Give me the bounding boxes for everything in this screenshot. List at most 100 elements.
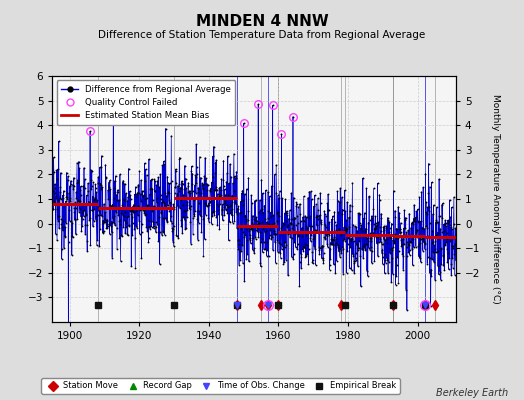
Point	[268, 221, 276, 228]
Point	[445, 222, 454, 228]
Point	[209, 208, 217, 215]
Point	[397, 229, 405, 236]
Point	[238, 260, 247, 266]
Point	[419, 248, 427, 254]
Point	[271, 239, 279, 246]
Point	[193, 208, 202, 214]
Point	[368, 260, 376, 266]
Point	[280, 244, 289, 250]
Point	[252, 226, 260, 233]
Point	[254, 101, 263, 108]
Point	[242, 256, 250, 262]
Point	[438, 202, 446, 208]
Point	[82, 211, 91, 217]
Point	[134, 212, 142, 219]
Point	[292, 203, 300, 209]
Point	[217, 176, 225, 182]
Point	[419, 234, 428, 240]
Point	[363, 235, 372, 241]
Point	[290, 214, 299, 221]
Point	[293, 246, 301, 252]
Point	[64, 173, 72, 179]
Point	[259, 190, 267, 196]
Point	[333, 229, 341, 235]
Point	[146, 191, 154, 198]
Point	[436, 268, 444, 275]
Point	[55, 213, 63, 219]
Point	[121, 230, 129, 236]
Point	[409, 262, 417, 268]
Point	[120, 196, 128, 203]
Point	[92, 216, 100, 223]
Point	[335, 245, 344, 251]
Point	[80, 206, 89, 213]
Point	[323, 231, 331, 237]
Point	[144, 216, 152, 223]
Point	[191, 182, 199, 188]
Point	[147, 223, 156, 230]
Point	[126, 208, 134, 214]
Point	[340, 228, 348, 234]
Point	[99, 217, 107, 224]
Point	[346, 238, 355, 244]
Point	[318, 243, 326, 250]
Point	[379, 254, 387, 260]
Point	[286, 220, 294, 226]
Point	[188, 195, 196, 201]
Point	[300, 218, 308, 224]
Point	[189, 196, 198, 202]
Point	[88, 207, 96, 213]
Point	[215, 226, 224, 232]
Point	[278, 246, 286, 252]
Point	[408, 233, 416, 240]
Point	[276, 250, 284, 256]
Point	[228, 199, 237, 206]
Point	[374, 180, 382, 186]
Point	[175, 156, 183, 162]
Point	[213, 186, 221, 193]
Point	[358, 175, 367, 182]
Point	[54, 138, 63, 144]
Point	[260, 246, 268, 253]
Point	[432, 232, 441, 238]
Point	[421, 246, 429, 252]
Point	[341, 187, 349, 194]
Point	[200, 173, 209, 179]
Point	[315, 251, 323, 257]
Point	[382, 222, 390, 229]
Point	[312, 214, 321, 220]
Point	[361, 210, 369, 216]
Point	[181, 226, 189, 232]
Point	[279, 261, 288, 268]
Point	[446, 238, 454, 244]
Point	[329, 241, 337, 247]
Point	[225, 219, 234, 225]
Point	[173, 190, 181, 197]
Point	[346, 202, 354, 208]
Point	[305, 223, 314, 230]
Point	[248, 220, 257, 226]
Point	[117, 210, 126, 216]
Text: Difference of Station Temperature Data from Regional Average: Difference of Station Temperature Data f…	[99, 30, 425, 40]
Point	[155, 184, 163, 190]
Point	[84, 180, 92, 186]
Point	[319, 255, 327, 261]
Point	[61, 198, 70, 204]
Point	[324, 244, 332, 250]
Point	[225, 180, 233, 187]
Point	[261, 246, 270, 252]
Point	[148, 176, 156, 182]
Point	[432, 217, 440, 223]
Point	[347, 236, 356, 242]
Point	[149, 225, 158, 232]
Point	[412, 227, 421, 233]
Point	[136, 191, 145, 198]
Point	[269, 228, 278, 234]
Point	[176, 197, 184, 204]
Point	[256, 197, 264, 203]
Point	[168, 225, 176, 231]
Point	[113, 197, 122, 203]
Point	[112, 192, 121, 198]
Point	[425, 270, 434, 276]
Point	[106, 177, 114, 184]
